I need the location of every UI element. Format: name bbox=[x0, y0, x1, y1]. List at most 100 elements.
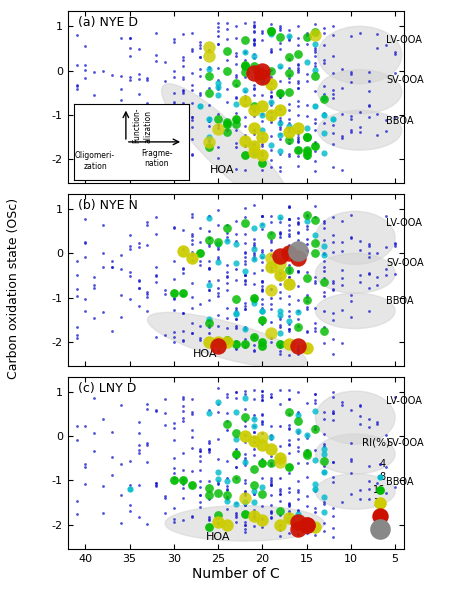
Point bbox=[179, 466, 186, 475]
Point bbox=[232, 393, 240, 403]
Point bbox=[223, 476, 231, 485]
Point bbox=[91, 91, 98, 100]
Point bbox=[312, 272, 319, 281]
Point bbox=[312, 389, 319, 399]
Point bbox=[294, 295, 302, 305]
Point bbox=[126, 456, 134, 466]
Point bbox=[285, 35, 293, 44]
Point bbox=[241, 150, 248, 160]
Point bbox=[329, 407, 337, 416]
Point bbox=[205, 328, 213, 338]
Point bbox=[294, 427, 302, 436]
Point bbox=[312, 101, 319, 110]
Point bbox=[179, 148, 186, 157]
Point bbox=[144, 457, 151, 466]
Point bbox=[214, 238, 222, 247]
Point bbox=[259, 307, 266, 316]
Point bbox=[259, 265, 266, 275]
Point bbox=[188, 328, 195, 338]
Point bbox=[179, 113, 186, 122]
Point bbox=[382, 488, 390, 498]
Point bbox=[259, 515, 266, 525]
Point bbox=[259, 150, 266, 160]
Point bbox=[303, 217, 311, 226]
Point bbox=[250, 298, 257, 307]
Point bbox=[179, 247, 186, 256]
Point bbox=[214, 220, 222, 230]
Point bbox=[91, 446, 98, 455]
Point bbox=[276, 490, 284, 499]
Point bbox=[268, 228, 275, 238]
Point bbox=[294, 314, 302, 324]
Point bbox=[241, 91, 248, 101]
Point bbox=[312, 43, 319, 52]
Point bbox=[276, 328, 284, 338]
Point bbox=[117, 95, 125, 105]
Point bbox=[205, 46, 213, 55]
Point bbox=[144, 440, 151, 450]
Point bbox=[214, 476, 222, 486]
Point bbox=[179, 263, 186, 273]
Point bbox=[250, 35, 257, 44]
Point bbox=[312, 125, 319, 135]
Point bbox=[144, 438, 151, 448]
Point bbox=[259, 515, 266, 524]
Point bbox=[303, 292, 311, 301]
Ellipse shape bbox=[316, 474, 395, 509]
Text: 32: 32 bbox=[373, 498, 385, 508]
Point bbox=[285, 324, 293, 334]
Point bbox=[250, 107, 257, 116]
Point bbox=[268, 458, 275, 468]
Point bbox=[170, 122, 177, 131]
Point bbox=[329, 308, 337, 317]
Point bbox=[223, 18, 231, 28]
Point bbox=[170, 332, 177, 342]
Point bbox=[144, 520, 151, 529]
Point bbox=[250, 346, 257, 355]
Point bbox=[241, 460, 248, 469]
Point bbox=[241, 212, 248, 221]
Point bbox=[285, 469, 293, 478]
Point bbox=[161, 109, 169, 118]
Point bbox=[303, 210, 311, 220]
Point bbox=[338, 338, 346, 348]
Point bbox=[320, 287, 328, 297]
Point bbox=[179, 290, 186, 300]
Point bbox=[276, 232, 284, 241]
Point bbox=[303, 239, 311, 249]
Point bbox=[188, 407, 195, 416]
Point bbox=[197, 52, 204, 61]
Text: BBOA: BBOA bbox=[386, 477, 414, 487]
Point bbox=[170, 147, 177, 157]
Point bbox=[285, 31, 293, 41]
Point bbox=[391, 392, 399, 401]
Point bbox=[197, 490, 204, 499]
Point bbox=[268, 47, 275, 56]
Point bbox=[91, 67, 98, 76]
Point bbox=[268, 491, 275, 500]
Point bbox=[259, 419, 266, 428]
Point bbox=[320, 28, 328, 38]
Point bbox=[312, 61, 319, 71]
Point bbox=[223, 118, 231, 127]
Point bbox=[356, 401, 363, 411]
Point bbox=[391, 269, 399, 279]
Point bbox=[320, 93, 328, 103]
Point bbox=[223, 392, 231, 402]
Point bbox=[276, 217, 284, 227]
Point bbox=[250, 433, 257, 442]
Point bbox=[197, 40, 204, 50]
Point bbox=[250, 248, 257, 258]
Point bbox=[214, 518, 222, 527]
Point bbox=[232, 344, 240, 353]
Point bbox=[250, 22, 257, 32]
Point bbox=[294, 248, 302, 258]
Point bbox=[232, 115, 240, 124]
Point bbox=[312, 304, 319, 313]
Point bbox=[285, 350, 293, 359]
Point bbox=[214, 283, 222, 293]
Point bbox=[232, 387, 240, 397]
Point bbox=[170, 131, 177, 140]
Point bbox=[241, 248, 248, 258]
Point bbox=[214, 239, 222, 248]
